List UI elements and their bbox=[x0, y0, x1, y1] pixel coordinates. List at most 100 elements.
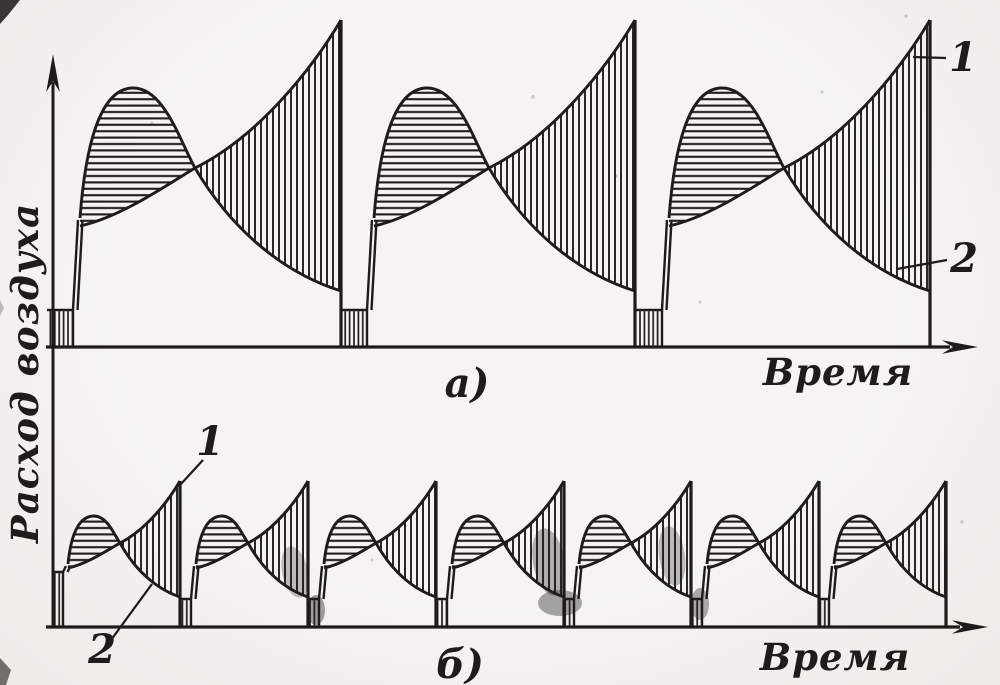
curve2-over-curve1-area bbox=[452, 516, 504, 568]
curve-1-line bbox=[373, 19, 637, 228]
pulse-start-step bbox=[76, 219, 84, 311]
idle-interval-area bbox=[637, 311, 661, 346]
pulse-start-step bbox=[71, 219, 80, 311]
idle-interval-area bbox=[692, 600, 701, 626]
idle-interval-area bbox=[819, 600, 828, 626]
paper-speck bbox=[370, 558, 374, 562]
curve2-over-curve1-area bbox=[196, 516, 248, 568]
pulse-start-step bbox=[450, 565, 456, 600]
ink-smudge bbox=[532, 528, 566, 596]
pulse-start-step bbox=[660, 219, 669, 311]
curve2-over-curve1-area bbox=[80, 88, 195, 226]
idle-interval-area bbox=[181, 600, 190, 626]
ink-smudge bbox=[538, 590, 582, 616]
curve1-over-curve2-area bbox=[886, 481, 946, 597]
panel-a: 1 2 Время а) bbox=[46, 19, 978, 407]
corner-mark bbox=[0, 0, 20, 24]
panel-b: 1 2 Время б) bbox=[46, 418, 988, 685]
scan-artifacts bbox=[0, 0, 964, 685]
pulse-start-step bbox=[577, 565, 583, 600]
curve2-over-curve1-area bbox=[707, 516, 759, 568]
paper-speck bbox=[820, 90, 824, 94]
paper-speck bbox=[904, 14, 908, 18]
pulse-start-step bbox=[572, 565, 579, 600]
paper-speck bbox=[614, 174, 618, 178]
pulse-start-step bbox=[700, 565, 707, 600]
x-axis-arrow bbox=[942, 340, 978, 354]
pulse-start-step bbox=[365, 219, 374, 311]
curve2-over-curve1-area bbox=[324, 516, 376, 568]
pulse-start-step bbox=[317, 565, 324, 600]
curve-1-line bbox=[833, 480, 948, 570]
paper-speck bbox=[960, 520, 964, 524]
idle-interval-area bbox=[564, 600, 573, 626]
pulse-start-step bbox=[445, 565, 452, 600]
curve1-over-curve2-area bbox=[376, 481, 436, 597]
pulse-start-step bbox=[832, 565, 838, 600]
curve-2-line bbox=[78, 86, 342, 293]
pulse-start-step bbox=[370, 219, 378, 311]
ink-smudge bbox=[658, 526, 686, 586]
pulse-start-step bbox=[61, 565, 68, 573]
ink-smudge bbox=[691, 588, 709, 620]
curve-1-line bbox=[578, 480, 693, 570]
curve-label-1: 1 bbox=[949, 34, 977, 81]
idle-interval-area bbox=[437, 600, 446, 626]
curve-2-line bbox=[577, 514, 692, 599]
curve-2-line bbox=[66, 514, 181, 599]
y-axis-arrow bbox=[46, 54, 60, 92]
curve-1-line bbox=[195, 480, 310, 570]
panel-label: б) bbox=[436, 641, 484, 685]
pulse-start-step bbox=[665, 219, 673, 311]
pulse-start-step bbox=[322, 565, 328, 600]
curve-2-line bbox=[322, 514, 437, 599]
pulse-start-step bbox=[827, 565, 834, 600]
curve-2-line bbox=[372, 86, 636, 293]
curve2-over-curve1-area bbox=[68, 516, 120, 568]
curve-label-1: 1 bbox=[196, 418, 224, 465]
curve1-over-curve2-area bbox=[489, 20, 635, 291]
curve-1-line bbox=[323, 480, 438, 570]
idle-interval-area bbox=[53, 573, 62, 626]
idle-interval-area bbox=[309, 600, 318, 626]
curve-1-line bbox=[706, 480, 821, 570]
paper-speck bbox=[150, 121, 154, 125]
x-axis-label: Время bbox=[762, 350, 913, 394]
curve1-over-curve2-area bbox=[195, 20, 341, 291]
curve-2-line bbox=[667, 86, 931, 293]
curve-label-2: 2 bbox=[949, 235, 978, 282]
curve1-over-curve2-area bbox=[759, 481, 819, 597]
idle-interval-area bbox=[342, 311, 366, 346]
curve1-over-curve2-area bbox=[631, 481, 691, 597]
paper-speck bbox=[698, 300, 702, 304]
curve-2-line bbox=[450, 514, 565, 599]
pulse-start-step bbox=[189, 565, 196, 600]
leader-line bbox=[180, 459, 204, 485]
curve1-over-curve2-area bbox=[248, 481, 308, 597]
pulse-start-step bbox=[705, 565, 711, 600]
y-axis-label: Расход воздуха bbox=[3, 203, 47, 544]
panel-label: а) bbox=[445, 360, 490, 407]
paper-speck bbox=[531, 95, 535, 99]
curve-1-line bbox=[668, 19, 932, 228]
curve-1-line bbox=[67, 480, 182, 570]
curve1-over-curve2-area bbox=[120, 481, 180, 597]
curve1-over-curve2-area bbox=[504, 481, 564, 597]
curve2-over-curve1-area bbox=[374, 88, 489, 226]
curve-label-2: 2 bbox=[87, 626, 116, 673]
curve2-over-curve1-area bbox=[834, 516, 886, 568]
pulse-start-step bbox=[194, 565, 200, 600]
ink-smudge bbox=[281, 546, 309, 598]
curve-1-line bbox=[451, 480, 566, 570]
curve-2-line bbox=[194, 514, 309, 599]
curve1-over-curve2-area bbox=[784, 20, 930, 291]
leader-line bbox=[110, 583, 153, 641]
x-axis-label: Время bbox=[759, 635, 910, 679]
curve-2-line bbox=[705, 514, 820, 599]
leader-line bbox=[896, 258, 948, 271]
corner-mark bbox=[0, 658, 11, 685]
curve-1-line bbox=[79, 19, 343, 228]
ink-smudge bbox=[307, 595, 325, 625]
